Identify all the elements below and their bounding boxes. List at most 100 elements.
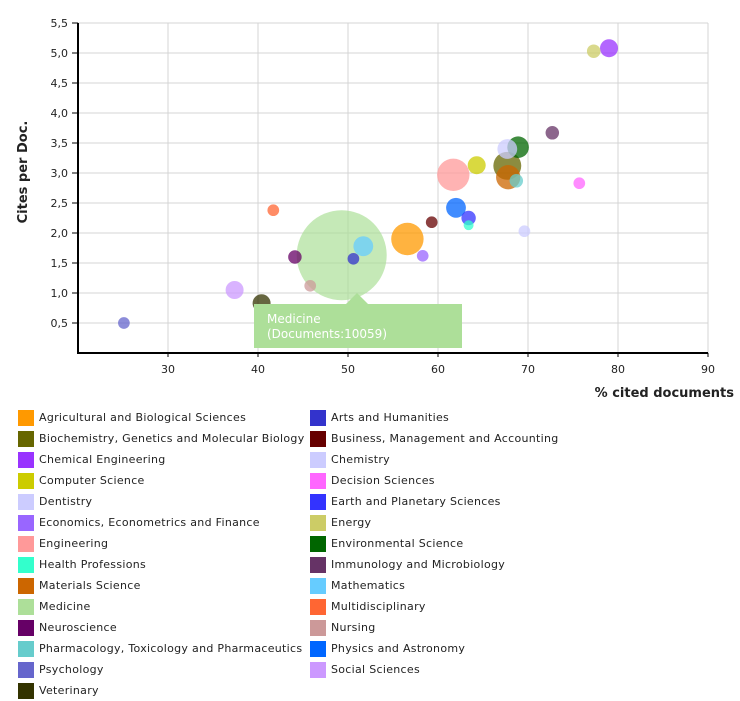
legend-label: Agricultural and Biological Sciences <box>39 411 247 424</box>
bubble-mathematics[interactable] <box>353 236 374 257</box>
tooltip-title: Medicine <box>267 312 321 326</box>
legend-swatch <box>18 409 34 426</box>
legend-item-agricultural-and-biological-sciences[interactable]: Agricultural and Biological Sciences <box>18 407 246 428</box>
bubble-arts-and-humanities[interactable] <box>347 252 360 265</box>
bubble-neuroscience[interactable] <box>288 250 302 264</box>
legend-item-physics-and-astronomy[interactable]: Physics and Astronomy <box>310 638 465 659</box>
bubble-immunology-and-microbiology[interactable] <box>545 126 560 140</box>
legend-item-materials-science[interactable]: Materials Science <box>18 575 141 596</box>
legend-item-dentistry[interactable]: Dentistry <box>18 491 92 512</box>
legend-item-earth-and-planetary-sciences[interactable]: Earth and Planetary Sciences <box>310 491 501 512</box>
bubble-dentistry[interactable] <box>518 225 531 238</box>
bubble-multidisciplinary[interactable] <box>267 204 280 217</box>
legend-label: Business, Management and Accounting <box>331 432 559 445</box>
legend-label: Chemistry <box>331 453 390 466</box>
y-tick-label: 4,5 <box>51 77 69 90</box>
y-tick-label: 2,0 <box>51 227 69 240</box>
legend-swatch <box>310 535 326 552</box>
legend-item-business-management-and-accounting[interactable]: Business, Management and Accounting <box>310 428 559 449</box>
legend-item-pharmacology-toxicology-and-pharmaceutics[interactable]: Pharmacology, Toxicology and Pharmaceuti… <box>18 638 302 659</box>
legend-item-economics-econometrics-and-finance[interactable]: Economics, Econometrics and Finance <box>18 512 260 533</box>
legend-label: Neuroscience <box>39 621 117 634</box>
legend-item-neuroscience[interactable]: Neuroscience <box>18 617 117 638</box>
bubble-earth-and-planetary-sciences[interactable] <box>461 210 476 226</box>
bubble-social-sciences[interactable] <box>225 281 244 299</box>
tooltip: Medicine (Documents:10059) <box>254 304 462 348</box>
bubble-nursing[interactable] <box>304 279 317 292</box>
legend-swatch <box>310 514 326 531</box>
legend-item-decision-sciences[interactable]: Decision Sciences <box>310 470 435 491</box>
y-tick-label: 1,0 <box>51 287 69 300</box>
legend-item-engineering[interactable]: Engineering <box>18 533 108 554</box>
bubble-physics-and-astronomy[interactable] <box>446 197 466 218</box>
legend-item-health-professions[interactable]: Health Professions <box>18 554 146 575</box>
legend-item-nursing[interactable]: Nursing <box>310 617 376 638</box>
legend-swatch <box>310 661 326 678</box>
legend-swatch <box>310 409 326 426</box>
x-tick-label: 50 <box>341 363 355 376</box>
legend-item-chemical-engineering[interactable]: Chemical Engineering <box>18 449 166 470</box>
legend-label: Health Professions <box>39 558 147 571</box>
legend-label: Nursing <box>331 621 376 634</box>
axes: 0,5 1,0 1,5 2,0 2,5 3,0 3,5 4,0 4,5 5,0 5,5 30 40 50 6… <box>51 17 716 376</box>
x-axis-title: % cited documents <box>595 386 735 401</box>
bubble-computer-science[interactable] <box>467 156 486 175</box>
legend-label: Environmental Science <box>331 537 464 550</box>
y-tick-label: 4,0 <box>51 107 69 120</box>
legend-swatch <box>310 493 326 510</box>
bubble-psychology[interactable] <box>118 317 130 329</box>
legend-label: Mathematics <box>331 579 406 592</box>
legend-swatch <box>18 556 34 573</box>
bubble-medicine[interactable] <box>296 210 387 301</box>
legend-swatch <box>18 577 34 594</box>
bubble-economics-econometrics-and-finance[interactable] <box>416 249 429 262</box>
legend-swatch <box>18 493 34 510</box>
y-tick-label: 5,5 <box>51 17 69 30</box>
legend-swatch <box>18 640 34 657</box>
legend-item-psychology[interactable]: Psychology <box>18 659 104 680</box>
bubble-health-professions[interactable] <box>463 220 474 231</box>
legend-item-medicine[interactable]: Medicine <box>18 596 91 617</box>
legend-label: Pharmacology, Toxicology and Pharmaceuti… <box>39 642 303 655</box>
legend-item-arts-and-humanities[interactable]: Arts and Humanities <box>310 407 449 428</box>
x-tick-label: 40 <box>251 363 265 376</box>
y-tick-label: 1,5 <box>51 257 69 270</box>
bubble-pharmacology-toxicology-and-pharmaceutics[interactable] <box>509 174 524 188</box>
legend-item-biochemistry-genetics-and-molecular-biology[interactable]: Biochemistry, Genetics and Molecular Bio… <box>18 428 305 449</box>
legend-item-chemistry[interactable]: Chemistry <box>310 449 390 470</box>
legend-swatch <box>310 556 326 573</box>
legend-label: Social Sciences <box>331 663 420 676</box>
legend-swatch <box>310 640 326 657</box>
legend-item-environmental-science[interactable]: Environmental Science <box>310 533 463 554</box>
tooltip-arrow <box>346 293 368 304</box>
legend-swatch <box>18 451 34 468</box>
legend-label: Economics, Econometrics and Finance <box>39 516 260 529</box>
bubble-business-management-and-accounting[interactable] <box>425 216 438 229</box>
legend-label: Computer Science <box>39 474 145 487</box>
bubble-engineering[interactable] <box>437 158 470 191</box>
y-tick-label: 5,0 <box>51 47 69 60</box>
legend-label: Veterinary <box>39 684 99 697</box>
bubble-agricultural-and-biological-sciences[interactable] <box>391 222 424 256</box>
bubble-energy[interactable] <box>586 44 601 58</box>
legend-label: Chemical Engineering <box>39 453 166 466</box>
legend-label: Medicine <box>39 600 91 613</box>
legend-item-multidisciplinary[interactable]: Multidisciplinary <box>310 596 426 617</box>
y-tick-label: 3,0 <box>51 167 69 180</box>
legend-swatch <box>18 514 34 531</box>
legend-item-veterinary[interactable]: Veterinary <box>18 680 99 701</box>
bubble-chemical-engineering[interactable] <box>600 39 618 58</box>
legend-item-computer-science[interactable]: Computer Science <box>18 470 145 491</box>
bubble-decision-sciences[interactable] <box>573 177 586 190</box>
legend-swatch <box>18 598 34 615</box>
legend-item-immunology-and-microbiology[interactable]: Immunology and Microbiology <box>310 554 505 575</box>
y-axis-title: Cites per Doc. <box>16 121 31 224</box>
legend-label: Immunology and Microbiology <box>331 558 506 571</box>
legend-label: Dentistry <box>39 495 93 508</box>
legend-item-social-sciences[interactable]: Social Sciences <box>310 659 420 680</box>
bubble-chemistry[interactable] <box>497 139 518 159</box>
legend-item-mathematics[interactable]: Mathematics <box>310 575 405 596</box>
legend-label: Materials Science <box>39 579 141 592</box>
bubbles <box>118 39 618 329</box>
legend-item-energy[interactable]: Energy <box>310 512 371 533</box>
